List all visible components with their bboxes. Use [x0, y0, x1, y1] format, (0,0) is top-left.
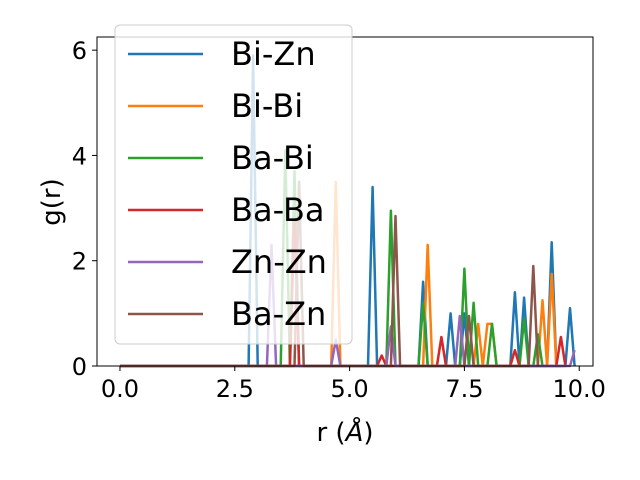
legend-label-zn-zn: Zn-Zn [231, 243, 327, 281]
legend: Bi-Zn Bi-Bi Ba-Bi Ba-Ba Zn-Zn Ba-Zn [114, 24, 353, 345]
x-tick-label: 10.0 [553, 375, 606, 403]
legend-label-ba-bi: Ba-Bi [231, 139, 314, 177]
legend-label-bi-bi: Bi-Bi [231, 87, 303, 125]
x-tick-label: 2.5 [216, 375, 254, 403]
x-axis: 0.0 2.5 5.0 7.5 10.0 [101, 366, 606, 403]
y-tick-label: 4 [72, 142, 87, 170]
x-tick-label: 5.0 [331, 375, 369, 403]
legend-label-bi-zn: Bi-Zn [231, 35, 316, 73]
y-tick-label: 6 [72, 37, 87, 65]
x-tick-label: 7.5 [445, 375, 483, 403]
y-axis-label: g(r) [37, 178, 67, 225]
legend-label-ba-zn: Ba-Zn [231, 295, 326, 333]
legend-label-ba-ba: Ba-Ba [231, 191, 325, 229]
y-axis: 0 2 4 6 [72, 37, 97, 381]
x-axis-label: r (Å) [316, 416, 373, 448]
y-tick-label: 2 [72, 248, 87, 276]
y-tick-label: 0 [72, 353, 87, 381]
x-tick-label: 0.0 [101, 375, 139, 403]
